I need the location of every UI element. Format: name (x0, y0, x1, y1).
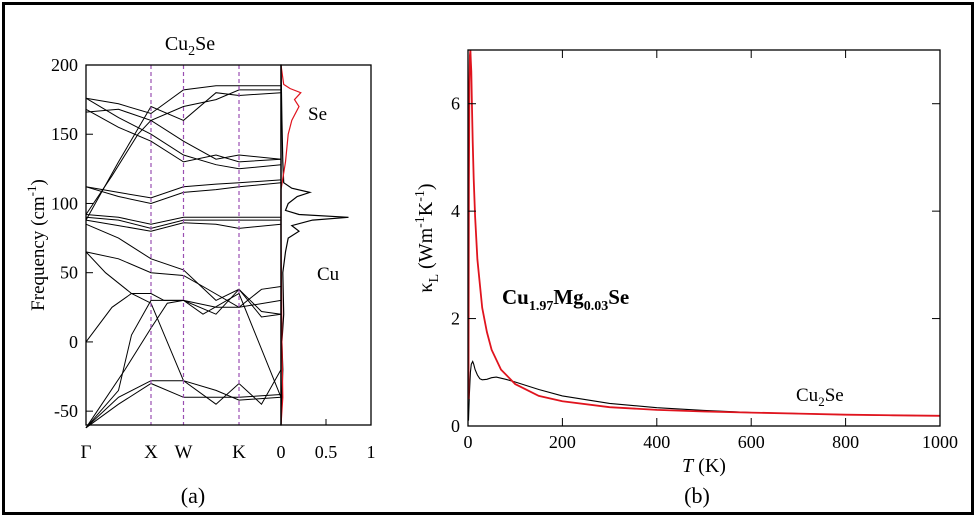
dos-x-tick-label: 0 (277, 442, 286, 462)
phonon-band-7 (85, 223, 282, 318)
figure-frame (2, 2, 974, 515)
kappa-y-ticks: 0 2 4 6 (451, 94, 940, 436)
panel-b-label: (b) (684, 483, 710, 508)
kappa-x-tick-label: 800 (832, 432, 859, 452)
phonon-band-16 (85, 108, 282, 160)
band-y-tick-label: 50 (60, 263, 78, 283)
kappa-x-ticks: 0 200 400 600 800 1000 (464, 50, 958, 452)
kappa-series-line-1 (467, 49, 941, 417)
kappa-plot-frame (467, 49, 941, 427)
series-label-cu197mg003se: Cu1.97Mg0.03Se (502, 285, 629, 314)
kappa-x-label: T (K) (682, 455, 726, 477)
kappa-y-tick-label: 4 (451, 201, 460, 221)
band-plot-frame (85, 64, 282, 426)
band-y-tick-label: 200 (51, 55, 78, 75)
kpath-label: X (144, 442, 158, 463)
k-point-dividers (150, 65, 240, 425)
kappa-x-tick-label: 0 (464, 432, 473, 452)
dos-curve-cu (280, 64, 349, 426)
dos-label-se: Se (308, 104, 327, 125)
band-y-ticks: 200 150 100 50 0 -50 (51, 55, 93, 421)
panel-a-label: (a) (181, 483, 205, 508)
band-y-label: Frequency (cm-1) (24, 179, 49, 311)
dos-x-ticks: 0 0.5 1 (277, 419, 376, 462)
kappa-y-tick-label: 6 (451, 94, 460, 114)
phonon-band-5 (85, 293, 282, 343)
band-y-tick-label: 0 (69, 332, 78, 352)
kappa-x-tick-label: 600 (738, 432, 765, 452)
kpath-label: Γ (81, 442, 92, 463)
phonon-band-15 (85, 97, 282, 170)
kappa-x-tick-label: 200 (549, 432, 576, 452)
kappa-y-tick-label: 2 (451, 309, 460, 329)
panel-b: 0 200 400 600 800 1000 0 2 4 6 T (K) κL (Wm-1K-1… (413, 49, 958, 508)
kappa-series (467, 49, 941, 421)
kappa-x-tick-label: 400 (643, 432, 670, 452)
kpath-label: W (175, 442, 193, 463)
phonon-band-14 (85, 108, 282, 163)
dos-x-tick-label: 1 (367, 442, 376, 462)
series-label-cu2se: Cu2Se (796, 385, 844, 409)
panel-a-title: Cu2Se (165, 33, 215, 59)
dos-curves (280, 64, 349, 426)
kappa-y-label: κL (Wm-1K-1) (413, 183, 442, 292)
band-y-tick-label: 150 (51, 124, 78, 144)
phonon-band-10 (85, 214, 281, 225)
kappa-x-tick-label: 1000 (922, 432, 958, 452)
band-y-tick-label: -50 (54, 401, 78, 421)
dos-x-tick-label: 0.5 (315, 442, 338, 462)
kpath-label: K (232, 442, 246, 463)
band-y-tick-label: 100 (51, 193, 78, 213)
dos-label-cu: Cu (317, 264, 340, 285)
phonon-band-6 (85, 251, 282, 308)
kappa-y-tick-label: 0 (451, 416, 460, 436)
dos-curve-se (280, 64, 302, 426)
